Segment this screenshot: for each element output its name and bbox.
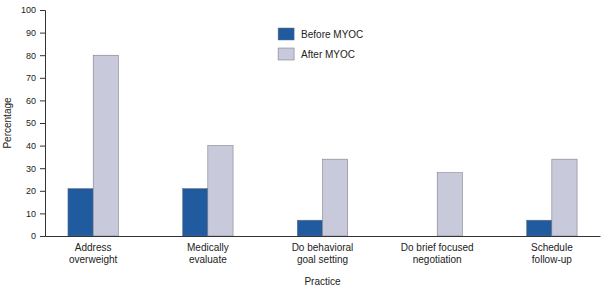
tick-label: 70 xyxy=(26,73,36,83)
tick-mark xyxy=(40,100,45,101)
x-axis-title: Practice xyxy=(304,276,341,287)
tick: 70 xyxy=(26,73,45,83)
tick: Medicallyevaluate xyxy=(187,242,229,265)
tick-label: 0 xyxy=(31,231,36,241)
y-axis: 0 10 20 30 40 50 60 70 80 90 100 xyxy=(21,5,46,241)
tick-label: Medicallyevaluate xyxy=(187,242,229,265)
tick-mark xyxy=(40,10,45,11)
tick-mark xyxy=(40,33,45,34)
legend-item: Before MYOC xyxy=(278,28,363,40)
tick-label: 80 xyxy=(26,51,36,61)
tick: 0 xyxy=(31,231,45,241)
x-axis: Addressoverweight Medicallyevaluate Do beh… xyxy=(46,237,601,265)
tick: 30 xyxy=(26,164,45,174)
bar xyxy=(297,220,322,236)
tick: Do behavioralgoal setting xyxy=(292,242,354,265)
bar xyxy=(183,189,208,236)
tick-label: Do behavioralgoal setting xyxy=(292,242,354,265)
tick: Schedulefollow-up xyxy=(531,242,573,265)
tick-mark xyxy=(40,213,45,214)
tick-label: 40 xyxy=(26,141,36,151)
tick: Do brief focusednegotiation xyxy=(401,242,474,265)
tick: 10 xyxy=(26,209,45,219)
tick-mark xyxy=(40,146,45,147)
tick-mark xyxy=(40,123,45,124)
tick-label: 100 xyxy=(21,5,36,15)
bar xyxy=(437,173,462,236)
axis-line xyxy=(46,236,601,237)
bar xyxy=(527,220,552,236)
tick: 20 xyxy=(26,186,45,196)
bars xyxy=(68,55,577,236)
legend-item: After MYOC xyxy=(278,48,355,60)
tick: 50 xyxy=(26,118,45,128)
tick-label: Do brief focusednegotiation xyxy=(401,242,474,265)
bar xyxy=(412,236,437,237)
tick-mark xyxy=(40,168,45,169)
bar xyxy=(552,159,577,236)
bar xyxy=(93,55,118,236)
axis-line xyxy=(40,11,46,237)
legend-swatch xyxy=(278,48,294,60)
legend: Before MYOC After MYOC xyxy=(278,28,363,60)
tick: 40 xyxy=(26,141,45,151)
tick-label: 50 xyxy=(26,118,36,128)
tick-label: Addressoverweight xyxy=(69,242,118,265)
tick-mark xyxy=(40,55,45,56)
tick-label: 90 xyxy=(26,28,36,38)
tick: 80 xyxy=(26,51,45,61)
tick-label: 20 xyxy=(26,186,36,196)
legend-swatch xyxy=(278,28,294,40)
legend-label: After MYOC xyxy=(301,49,355,60)
series xyxy=(93,55,577,236)
tick: Addressoverweight xyxy=(69,242,118,265)
tick-mark xyxy=(40,191,45,192)
tick: 60 xyxy=(26,96,45,106)
tick: 100 xyxy=(21,5,45,15)
tick-label: 60 xyxy=(26,96,36,106)
legend-label: Before MYOC xyxy=(301,29,363,40)
y-axis-title: Percentage xyxy=(2,97,13,149)
tick-label: 10 xyxy=(26,209,36,219)
series xyxy=(68,189,552,236)
tick-mark xyxy=(40,78,45,79)
bar xyxy=(323,159,348,236)
tick: 90 xyxy=(26,28,45,38)
chart: 0 10 20 30 40 50 60 70 80 90 100 Addressoverweight M… xyxy=(0,0,609,291)
bar xyxy=(208,146,233,236)
tick-label: Schedulefollow-up xyxy=(531,242,573,265)
bar xyxy=(68,189,93,236)
tick-label: 30 xyxy=(26,164,36,174)
tick-mark xyxy=(40,236,45,237)
plot: 0 10 20 30 40 50 60 70 80 90 100 Addressoverweight M… xyxy=(21,5,601,264)
